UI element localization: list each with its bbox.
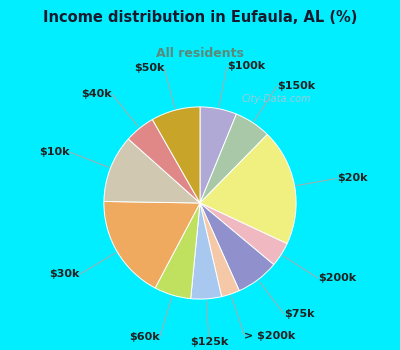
- Wedge shape: [200, 203, 239, 297]
- Text: City-Data.com: City-Data.com: [242, 94, 311, 104]
- Wedge shape: [104, 139, 200, 203]
- Wedge shape: [128, 119, 200, 203]
- Wedge shape: [200, 114, 267, 203]
- Wedge shape: [200, 107, 236, 203]
- Wedge shape: [155, 203, 200, 299]
- Wedge shape: [200, 134, 296, 244]
- Text: > $200k: > $200k: [244, 330, 296, 341]
- Text: $20k: $20k: [338, 173, 368, 183]
- Text: Income distribution in Eufaula, AL (%): Income distribution in Eufaula, AL (%): [43, 10, 357, 26]
- Wedge shape: [191, 203, 222, 299]
- Text: $100k: $100k: [227, 61, 265, 71]
- Wedge shape: [152, 107, 200, 203]
- Text: $125k: $125k: [190, 337, 228, 348]
- Text: $40k: $40k: [82, 89, 112, 99]
- Text: $200k: $200k: [318, 273, 356, 283]
- Text: All residents: All residents: [156, 47, 244, 60]
- Text: $30k: $30k: [49, 269, 80, 279]
- Text: $75k: $75k: [284, 309, 315, 320]
- Text: $60k: $60k: [129, 332, 160, 342]
- Text: $150k: $150k: [277, 81, 315, 91]
- Wedge shape: [200, 203, 274, 291]
- Wedge shape: [104, 202, 200, 288]
- Text: $10k: $10k: [39, 147, 70, 157]
- Text: $50k: $50k: [134, 63, 164, 73]
- Wedge shape: [200, 203, 287, 265]
